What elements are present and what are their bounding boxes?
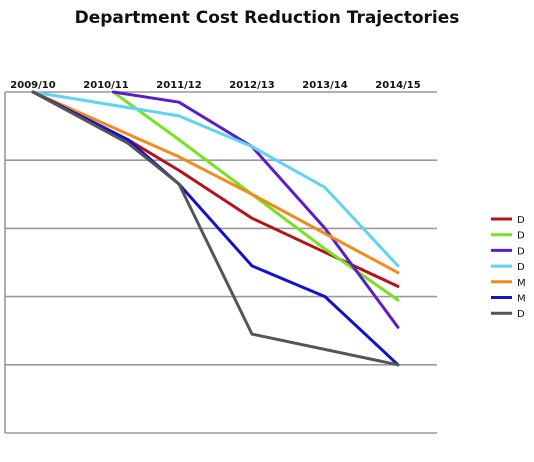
x-tick-label-4: 2013/14: [302, 80, 347, 91]
x-tick-label-3: 2012/13: [229, 80, 274, 91]
x-tick-label-0: 2009/10: [10, 80, 55, 91]
series-line-6: [31, 90, 400, 367]
legend-label-1: D: [517, 231, 525, 242]
legend-label-5: M: [517, 294, 526, 305]
x-tick-label-1: 2010/11: [83, 80, 128, 91]
legend-label-0: D: [517, 215, 525, 226]
x-tick-label-2: 2011/12: [156, 80, 201, 91]
legend-label-4: M: [517, 278, 526, 289]
legend-label-2: D: [517, 246, 525, 257]
series-line-2: [111, 90, 400, 329]
chart-title: Department Cost Reduction Trajectories: [74, 8, 460, 28]
x-tick-label-5: 2014/15: [375, 80, 420, 91]
legend-label-6: D: [517, 309, 525, 320]
series-line-5: [31, 90, 400, 367]
legend-label-3: D: [517, 262, 525, 273]
series-line-3: [31, 90, 400, 268]
series-line-4: [31, 90, 400, 275]
